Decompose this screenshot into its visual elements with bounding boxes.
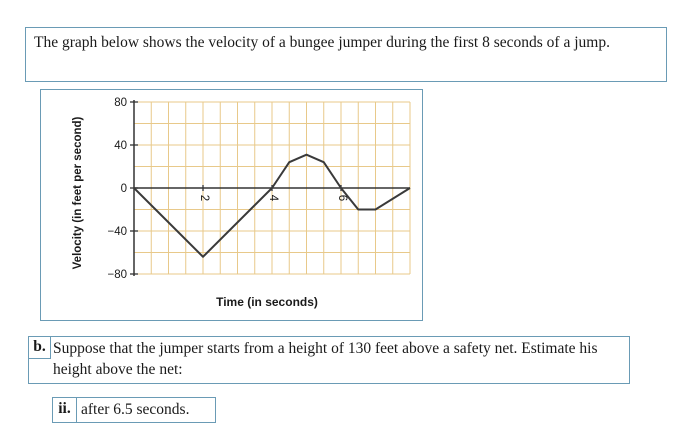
question-b-box: b. Suppose that the jumper starts from a… (28, 336, 630, 384)
x-tick-label: 4 (267, 195, 279, 202)
question-ii-text: after 6.5 seconds. (81, 401, 190, 418)
x-axis-label: Time (in seconds) (216, 295, 318, 309)
y-axis-label: Velocity (in feet per second) (72, 116, 84, 269)
tick-layer: 80 40 0 −40 −80 2 4 6 (107, 97, 348, 281)
chart-frame: Velocity (in feet per second) Time (in s… (40, 89, 423, 321)
intro-box: The graph below shows the velocity of a … (25, 27, 667, 82)
y-tick-label: 40 (114, 140, 127, 152)
x-tick-label: 2 (198, 195, 210, 201)
velocity-line (133, 153, 411, 258)
y-tick-label: −40 (107, 226, 127, 238)
intro-text: The graph below shows the velocity of a … (34, 34, 610, 51)
velocity-chart: Velocity (in feet per second) Time (in s… (72, 97, 411, 309)
question-ii-label: ii. (53, 398, 77, 422)
y-tick-label: 0 (121, 183, 127, 195)
y-tick-label: −80 (107, 269, 127, 281)
y-tick-label: 80 (114, 97, 127, 109)
question-ii-box: ii. after 6.5 seconds. (52, 397, 216, 423)
axis-layer (130, 100, 410, 276)
x-tick-label: 6 (336, 195, 348, 201)
question-b-label: b. (29, 337, 51, 359)
question-b-text: Suppose that the jumper starts from a he… (53, 340, 598, 378)
series-layer (133, 153, 411, 258)
